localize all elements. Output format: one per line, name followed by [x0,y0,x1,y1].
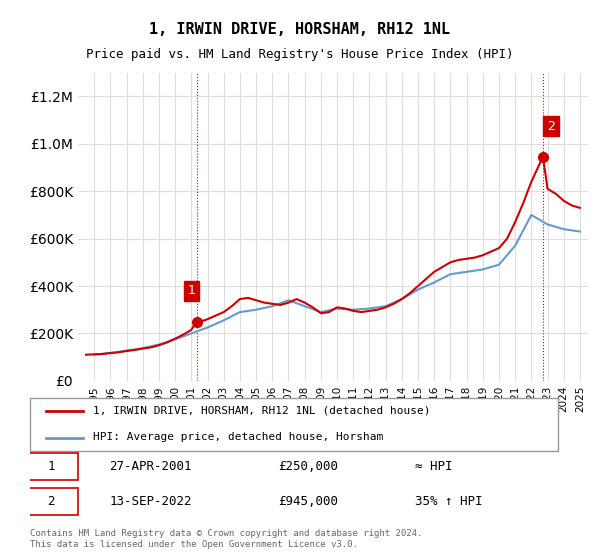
FancyBboxPatch shape [30,398,558,451]
Text: 2: 2 [47,495,55,508]
Text: 1, IRWIN DRIVE, HORSHAM, RH12 1NL (detached house): 1, IRWIN DRIVE, HORSHAM, RH12 1NL (detac… [94,406,431,416]
Text: 13-SEP-2022: 13-SEP-2022 [109,495,192,508]
Text: Contains HM Land Registry data © Crown copyright and database right 2024.
This d: Contains HM Land Registry data © Crown c… [30,529,422,549]
Text: 2: 2 [547,120,555,133]
Text: 35% ↑ HPI: 35% ↑ HPI [415,495,483,508]
Text: ≈ HPI: ≈ HPI [415,460,453,473]
Text: £250,000: £250,000 [278,460,338,473]
FancyBboxPatch shape [25,488,77,515]
Text: HPI: Average price, detached house, Horsham: HPI: Average price, detached house, Hors… [94,432,383,442]
Text: £945,000: £945,000 [278,495,338,508]
Text: 1: 1 [188,284,196,297]
FancyBboxPatch shape [25,453,77,480]
Text: 1, IRWIN DRIVE, HORSHAM, RH12 1NL: 1, IRWIN DRIVE, HORSHAM, RH12 1NL [149,22,451,38]
Text: 27-APR-2001: 27-APR-2001 [109,460,192,473]
Text: Price paid vs. HM Land Registry's House Price Index (HPI): Price paid vs. HM Land Registry's House … [86,48,514,60]
Text: 1: 1 [47,460,55,473]
